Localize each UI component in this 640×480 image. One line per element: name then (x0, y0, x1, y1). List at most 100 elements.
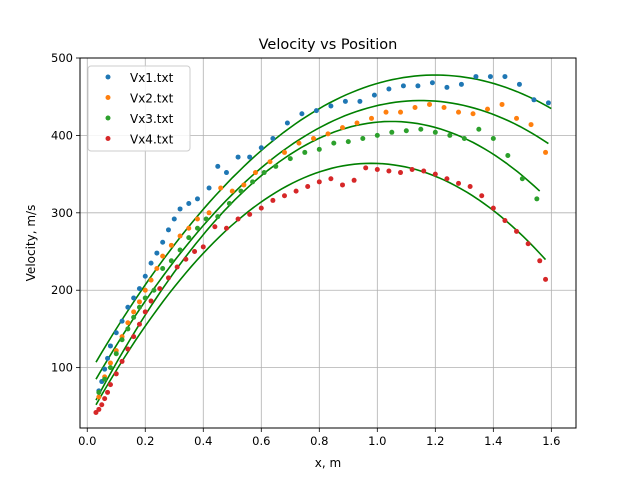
data-point (543, 276, 549, 282)
data-point (119, 337, 125, 343)
data-point (113, 330, 119, 336)
data-point (351, 177, 357, 183)
x-tick-label: 1.2 (426, 434, 444, 448)
data-point (345, 139, 351, 145)
data-point (148, 277, 154, 283)
data-point (136, 304, 142, 310)
series-points (96, 101, 549, 400)
data-point (247, 154, 253, 160)
data-point (514, 115, 520, 121)
data-point (444, 176, 450, 182)
data-point (102, 366, 108, 372)
y-tick-label: 200 (51, 283, 73, 297)
data-point (534, 196, 540, 202)
x-axis-label: x, m (315, 456, 341, 470)
data-point (505, 153, 511, 159)
data-point (354, 120, 360, 126)
data-point (168, 258, 174, 264)
data-point (194, 225, 200, 231)
data-point (273, 163, 279, 169)
data-point (441, 105, 447, 111)
data-point (154, 250, 160, 256)
data-point (331, 140, 337, 146)
data-point (476, 126, 482, 132)
data-point (223, 225, 229, 231)
data-point (415, 83, 421, 89)
data-point (340, 125, 346, 131)
data-point (142, 287, 148, 293)
data-point (203, 216, 209, 222)
fit-curve (95, 74, 552, 363)
data-point (516, 81, 522, 87)
data-point (113, 371, 119, 377)
data-point (107, 343, 113, 349)
data-point (125, 320, 131, 326)
data-point (206, 210, 212, 216)
data-point (487, 74, 493, 80)
data-point (479, 193, 485, 199)
data-point (258, 145, 264, 151)
legend-marker (105, 115, 111, 121)
data-point (119, 358, 125, 364)
data-point (229, 188, 235, 194)
x-tick-label: 0.4 (194, 434, 212, 448)
data-point (412, 105, 418, 111)
legend-label: Vx1.txt (130, 71, 174, 85)
data-point (398, 170, 404, 176)
data-point (403, 128, 409, 134)
legend-marker (105, 74, 111, 80)
data-point (142, 295, 148, 301)
data-point (99, 402, 105, 408)
data-point (528, 122, 534, 128)
data-point (186, 235, 192, 241)
data-point (102, 396, 108, 402)
data-point (374, 132, 380, 138)
data-point (125, 326, 131, 332)
data-point (386, 86, 392, 92)
data-point (160, 239, 166, 245)
data-point (400, 83, 406, 89)
data-point (299, 111, 305, 117)
data-point (456, 180, 462, 186)
axes-frame (79, 57, 577, 429)
data-point (183, 256, 189, 262)
chart-title: Velocity vs Position (259, 37, 398, 53)
data-point (136, 286, 142, 292)
data-point (218, 185, 224, 191)
legend-label: Vx4.txt (130, 133, 174, 147)
data-point (287, 156, 293, 162)
data-point (160, 266, 166, 272)
data-point (235, 154, 241, 160)
data-point (537, 258, 543, 264)
data-point (107, 365, 113, 371)
data-point (456, 109, 462, 115)
data-point (432, 129, 438, 135)
data-point (328, 176, 334, 182)
data-point (383, 109, 389, 115)
data-point (398, 109, 404, 115)
y-tick-label: 100 (51, 361, 73, 375)
data-point (261, 170, 267, 176)
data-point (310, 136, 316, 142)
data-point (429, 80, 435, 86)
data-point (235, 216, 241, 222)
fit-curve (95, 162, 547, 406)
data-point (105, 389, 111, 395)
data-point (105, 355, 111, 361)
data-point (499, 101, 505, 107)
data-point (186, 225, 192, 231)
data-point (226, 201, 232, 207)
data-point (545, 100, 551, 106)
data-point (151, 287, 157, 293)
data-point (96, 394, 102, 400)
data-point (325, 131, 331, 137)
data-point (96, 389, 102, 395)
data-point (427, 101, 433, 107)
data-point (502, 218, 508, 224)
data-point (165, 227, 171, 233)
data-point (177, 247, 183, 253)
data-point (238, 188, 244, 194)
data-point (125, 304, 131, 310)
data-point (125, 346, 131, 352)
data-point (206, 185, 212, 191)
